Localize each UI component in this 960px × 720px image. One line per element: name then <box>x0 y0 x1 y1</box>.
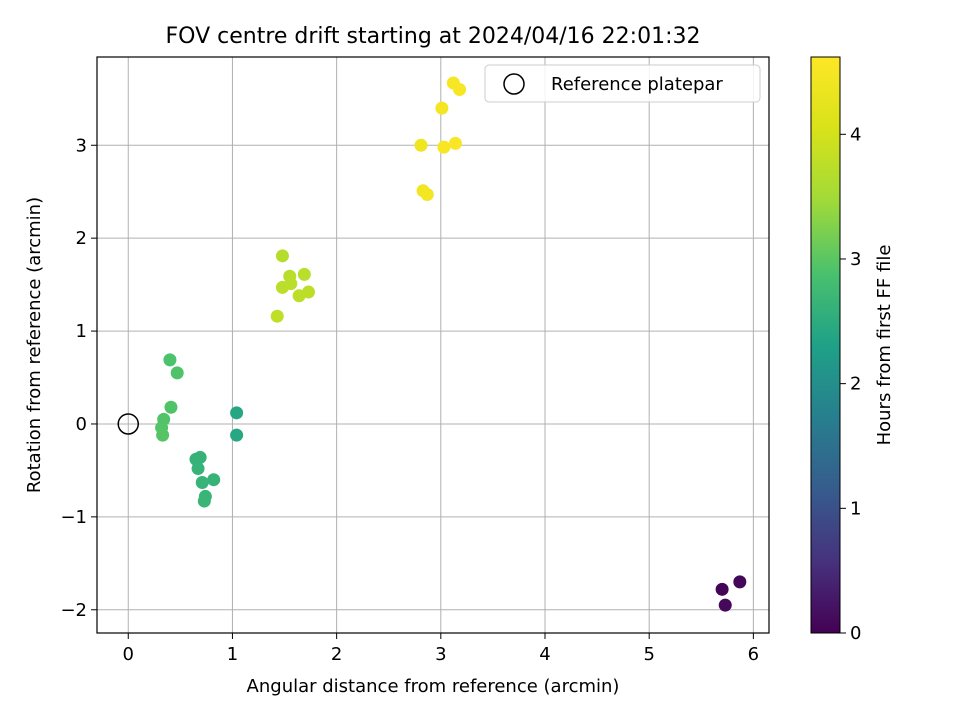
scatter-point <box>733 575 747 589</box>
colorbar-ticks: 0 1 2 3 4 <box>840 124 861 644</box>
scatter-point <box>414 138 428 152</box>
scatter-point <box>453 83 467 97</box>
reference-layer <box>117 413 140 435</box>
scatter-point <box>191 462 205 476</box>
colorbar-label: Hours from first FF file <box>874 245 895 446</box>
x-tick-label: 0 <box>123 644 134 665</box>
colorbar-tick-label: 1 <box>850 498 861 519</box>
grid <box>97 57 769 633</box>
y-tick-label: 3 <box>76 135 87 156</box>
y-tick-label: 2 <box>76 228 87 249</box>
colorbar-tick-label: 4 <box>850 124 861 145</box>
x-tick-label: 3 <box>435 644 446 665</box>
scatter-point <box>270 309 284 323</box>
chart-title: FOV centre drift starting at 2024/04/16 … <box>166 24 701 49</box>
scatter-point <box>437 140 451 154</box>
scatter-point <box>207 473 221 487</box>
scatter-point <box>195 475 209 489</box>
colorbar-tick-label: 2 <box>850 374 861 395</box>
colorbar-gradient <box>810 56 841 634</box>
colorbar-tick-label: 3 <box>850 249 861 270</box>
scatter-point <box>156 428 170 442</box>
data-points <box>155 76 747 612</box>
y-tick-label: 0 <box>76 414 87 435</box>
x-tick-label: 2 <box>331 644 342 665</box>
y-tick-label: −2 <box>60 600 87 621</box>
x-axis-label: Angular distance from reference (arcmin) <box>247 676 620 697</box>
reference-point-marker <box>117 413 140 435</box>
x-tick-label: 1 <box>227 644 238 665</box>
colorbar: 0 1 2 3 4 Hours from first FF file <box>810 56 895 644</box>
x-tick-label: 4 <box>539 644 550 665</box>
scatter-point <box>718 598 732 612</box>
scatter-point <box>230 406 244 420</box>
scatter-point <box>193 450 207 464</box>
scatter-point <box>715 582 729 596</box>
legend-marker <box>503 73 525 95</box>
scatter-point <box>448 136 462 150</box>
x-axis: 0 1 2 3 4 5 6 <box>123 633 759 665</box>
scatter-point <box>275 280 289 294</box>
scatter-point <box>230 428 244 442</box>
x-tick-label: 6 <box>748 644 759 665</box>
legend-box <box>484 64 761 103</box>
y-axis: −2 −1 0 1 2 3 <box>60 135 97 621</box>
plot-frame <box>96 56 770 634</box>
y-axis-label: Rotation from reference (arcmin) <box>24 197 45 493</box>
x-tick-label: 5 <box>643 644 654 665</box>
legend-entry-label: Reference platepar <box>551 74 723 95</box>
legend: Reference platepar <box>484 64 761 103</box>
y-tick-label: −1 <box>60 507 87 528</box>
scatter-point <box>275 249 289 263</box>
scatter-point <box>297 267 311 281</box>
scatter-point <box>197 494 211 508</box>
y-tick-label: 1 <box>76 321 87 342</box>
scatter-point <box>435 101 449 115</box>
scatter-point <box>164 400 178 414</box>
scatter-point <box>170 366 184 380</box>
scatter-point <box>420 187 434 201</box>
scatter-point <box>163 353 177 367</box>
colorbar-tick-label: 0 <box>850 623 861 644</box>
scatter-point <box>292 289 306 303</box>
